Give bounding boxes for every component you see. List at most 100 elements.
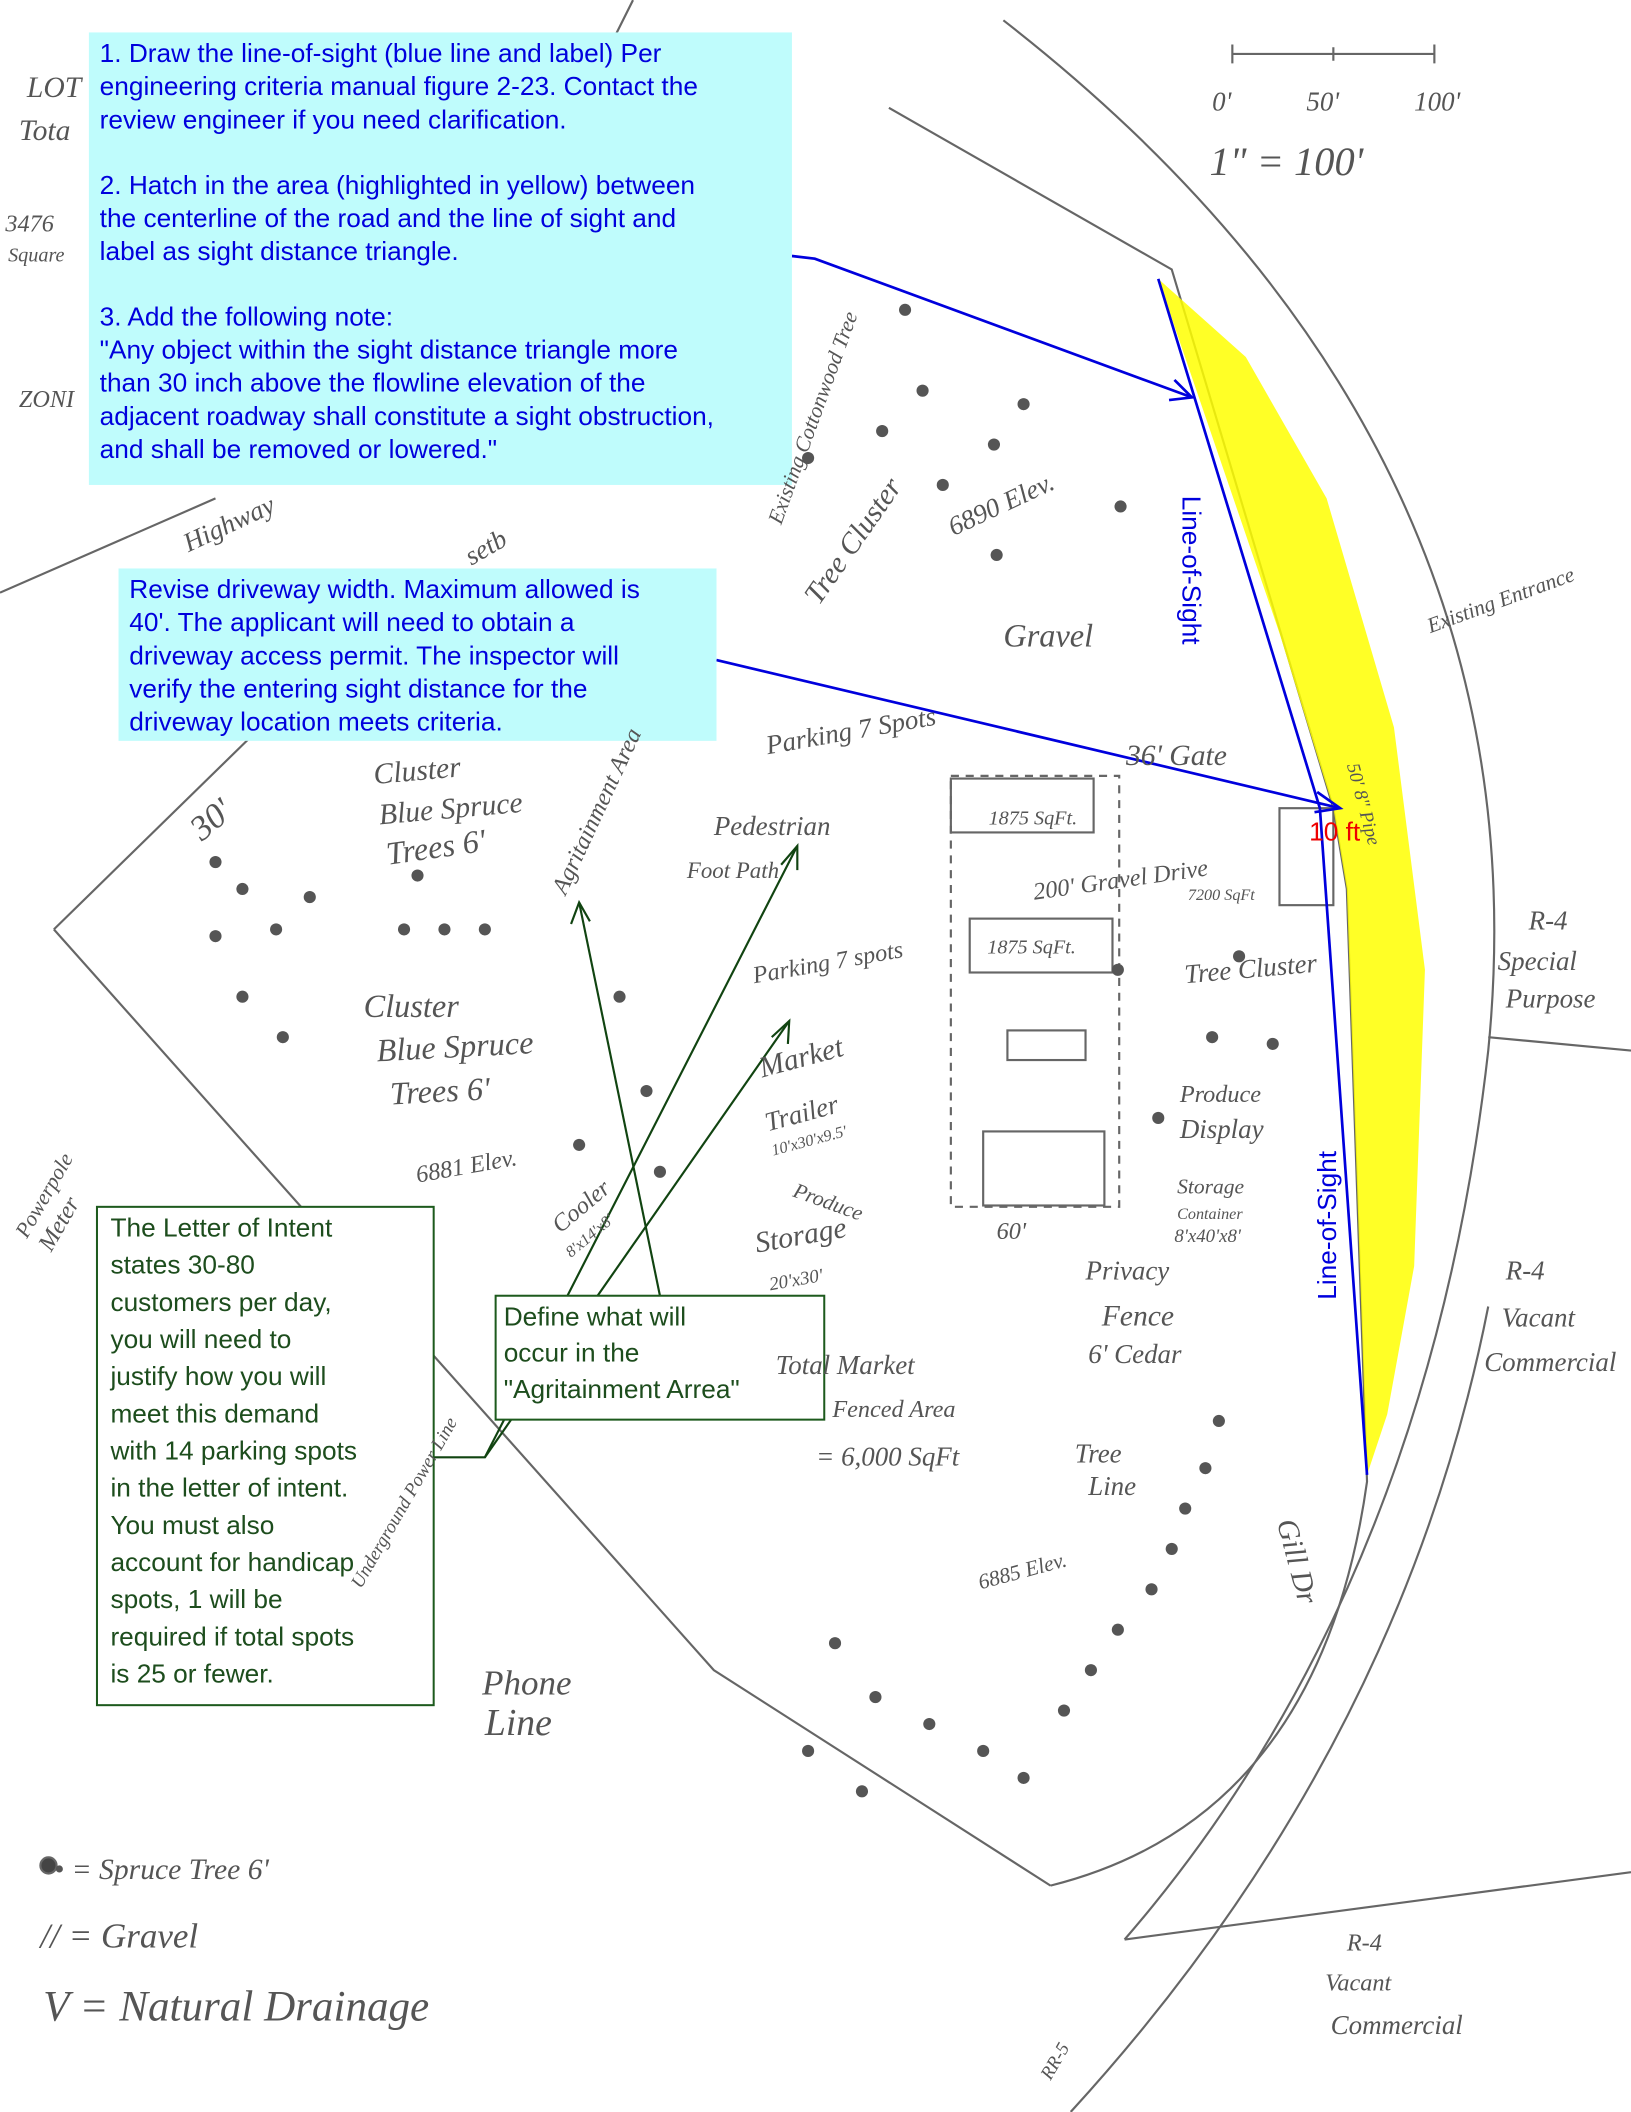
tree-dot (1166, 1543, 1178, 1555)
sketch-label: 1875 SqFt. (989, 807, 1078, 829)
sketch-label: Container (1177, 1206, 1243, 1223)
tree-dot (1112, 964, 1124, 976)
sketch-label: Cluster (364, 988, 460, 1024)
page-body: { "comments": [ {"paragraphs": [ ["1. Dr… (0, 0, 1631, 2112)
sketch-label: 6885 Elev. (976, 1548, 1070, 1595)
tree-dot (1179, 1502, 1191, 1514)
comment-line: in the letter of intent. (110, 1473, 348, 1503)
driveway-width-label: 10 ft (1309, 817, 1361, 847)
sketch-label: 3476 (4, 211, 53, 238)
sketch-label: Blue Spruce (378, 787, 524, 831)
sketch-label: 6881 Elev. (414, 1144, 519, 1188)
sketch-label: Cluster (372, 751, 462, 791)
tree-dot (573, 1139, 585, 1151)
tree-dot (1267, 1038, 1279, 1050)
tree-dot (876, 425, 888, 437)
comment-line: adjacent roadway shall constitute a sigh… (100, 401, 714, 431)
sketch-label: LOT (26, 72, 84, 104)
line-of-sight-label: Line-of-Sight (1312, 1150, 1342, 1300)
comment-line: justify how you will (109, 1361, 326, 1391)
sketch-label: Fence (1101, 1300, 1174, 1332)
comment-line: spots, 1 will be (110, 1584, 282, 1614)
line-of-sight-label: Line-of-Sight (1177, 496, 1207, 646)
sketch-label: V = Natural Drainage (43, 1983, 429, 2030)
sketch-label: // = Gravel (38, 1917, 198, 1956)
tree-dot (654, 1166, 666, 1178)
sketch-label: R-4 (1528, 905, 1568, 935)
sketch-label: Gill Dr (1270, 1516, 1323, 1608)
scale-bar (1232, 45, 1434, 64)
sketch-label: Special (1498, 946, 1577, 976)
comment-line: "Agritainment Arrea" (504, 1374, 740, 1404)
sketch-label: Tota (19, 115, 71, 147)
sketch-label: 6890 Elev. (943, 467, 1058, 542)
sketch-label: Display (1179, 1114, 1264, 1144)
site-plan: 1. Draw the line-of-sight (blue line and… (0, 0, 1631, 2112)
sketch-label: 200' Gravel Drive (1031, 854, 1209, 905)
sketch-label: Highway (178, 489, 280, 558)
comment-line: customers per day, (110, 1287, 331, 1317)
road-edge (1071, 1307, 1489, 2112)
zone-line (1488, 1037, 1631, 1050)
sketch-label: Privacy (1085, 1256, 1170, 1286)
page: Site plan review markup html, body { mar… (0, 0, 1631, 2112)
comment-line: than 30 inch above the flowline elevatio… (100, 368, 646, 398)
comment-line: Revise driveway width. Maximum allowed i… (129, 574, 640, 604)
comment-line: meet this demand (110, 1398, 319, 1428)
sketch-label: Commercial (1331, 2010, 1463, 2040)
comment-line: 40'. The applicant will need to obtain a (129, 607, 575, 637)
comment-line: You must also (110, 1510, 274, 1540)
sketch-label: 6' Cedar (1088, 1339, 1182, 1369)
comment-line: driveway location meets criteria. (129, 707, 502, 737)
sketch-label: Existing Entrance (1423, 562, 1578, 638)
comment-line: 3. Add the following note: (100, 301, 393, 331)
tree-dot (988, 438, 1000, 450)
sketch-label: setb (459, 523, 512, 571)
sketch-label: 1" = 100' (1209, 139, 1364, 184)
trailer (1007, 1030, 1085, 1060)
tree-dot (829, 1637, 841, 1649)
sketch-label: Commercial (1484, 1347, 1616, 1377)
tree-dot (209, 856, 221, 868)
sketch-label: Parking 7 spots (750, 936, 906, 989)
tree-dot (1213, 1415, 1225, 1427)
tree-dot (937, 479, 949, 491)
fence (951, 776, 1119, 1207)
tree-dot (1112, 1624, 1124, 1636)
sketch-label: Phone (481, 1663, 571, 1702)
comment-line: engineering criteria manual figure 2-23.… (100, 71, 698, 101)
tree-dot (270, 923, 282, 935)
sketch-label: Tree Cluster (1183, 948, 1319, 990)
tree-dot (1114, 500, 1126, 512)
sketch-label: ZONI (19, 386, 76, 413)
tree-dot (236, 991, 248, 1003)
tree-dot (1018, 398, 1030, 410)
sketch-label: 36' Gate (1125, 740, 1227, 772)
tree-dot (411, 869, 423, 881)
sketch-label: Produce (1179, 1081, 1261, 1108)
comment-line: occur in the (504, 1338, 640, 1368)
comment-line: label as sight distance triangle. (100, 236, 459, 266)
sketch-label: Line (484, 1702, 552, 1744)
sketch-label: 100' (1414, 87, 1461, 117)
sketch-label: Market (755, 1031, 848, 1085)
tree-dot (1018, 1772, 1030, 1784)
sketch-label: 50' (1306, 87, 1340, 117)
tree-dot (1058, 1704, 1070, 1716)
tree-dot (1199, 1462, 1211, 1474)
comment-line: you will need to (110, 1324, 291, 1354)
sketch-label: • = Spruce Tree 6' (54, 1854, 270, 1886)
comment-line: "Any object within the sight distance tr… (100, 335, 678, 365)
sketch-label: Fenced Area (831, 1396, 955, 1423)
tree-dot (923, 1718, 935, 1730)
sketch-label: Storage (753, 1212, 849, 1260)
sketch-label: 8'x40'x8' (1174, 1226, 1241, 1247)
sketch-label: Gravel (1003, 618, 1093, 654)
tree-dot (398, 923, 410, 935)
comment-line: account for handicap (110, 1547, 354, 1577)
sketch-label: 1875 SqFt. (987, 937, 1076, 959)
comment-line: Define what will (504, 1301, 686, 1331)
tree-dot (977, 1745, 989, 1757)
comment-line: states 30-80 (110, 1250, 254, 1280)
sketch-label: = 6,000 SqFt (816, 1441, 961, 1471)
